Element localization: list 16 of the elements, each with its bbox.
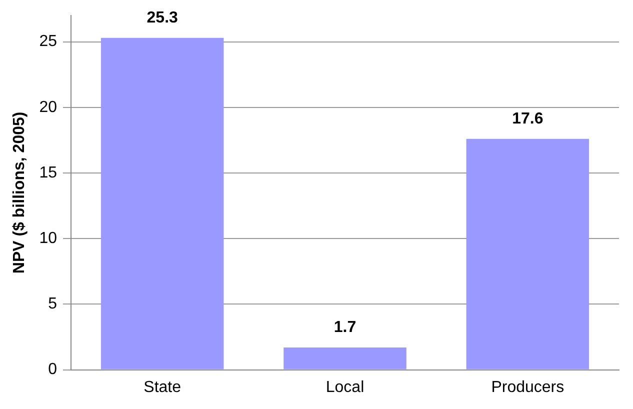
bar bbox=[466, 138, 590, 370]
y-tick-label: 15 bbox=[39, 164, 58, 182]
y-tick-label: 0 bbox=[48, 361, 58, 378]
data-label: 1.7 bbox=[334, 318, 356, 336]
y-tick-label: 5 bbox=[48, 296, 58, 313]
y-tick-label: 25 bbox=[39, 33, 58, 50]
x-tick-label: Producers bbox=[491, 378, 564, 396]
y-tick-label: 10 bbox=[39, 230, 58, 248]
data-label: 17.6 bbox=[512, 110, 544, 128]
x-tick-label: State bbox=[144, 378, 182, 396]
y-tick-label: 20 bbox=[39, 98, 58, 116]
bar bbox=[284, 348, 406, 370]
bar bbox=[100, 38, 224, 370]
data-label: 25.3 bbox=[146, 9, 178, 26]
x-tick-label: Local bbox=[326, 378, 364, 396]
y-axis-title: NPV ($ billions, 2005) bbox=[11, 112, 28, 274]
